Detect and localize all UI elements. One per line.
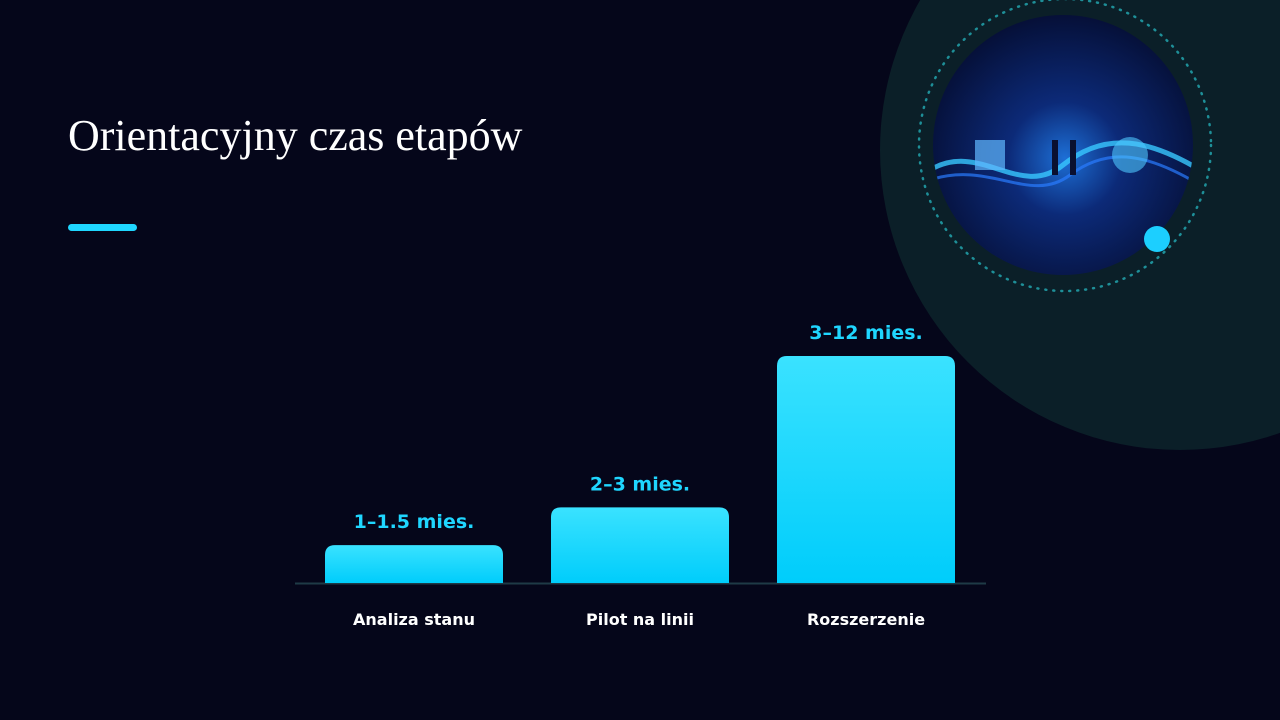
x-tick-label: Analiza stanu xyxy=(353,610,475,629)
chart-title: Orientacyjny czas etapów xyxy=(68,111,523,160)
x-tick-label: Pilot na linii xyxy=(586,610,694,629)
value-label: 1–1.5 mies. xyxy=(354,511,475,533)
bar xyxy=(325,545,503,583)
bar xyxy=(551,507,729,583)
x-tick-label: Rozszerzenie xyxy=(807,610,925,629)
dotted-ring xyxy=(917,0,1213,293)
title-underline xyxy=(68,224,137,231)
value-label: 3–12 mies. xyxy=(809,322,923,344)
bar xyxy=(777,356,955,583)
value-label: 2–3 mies. xyxy=(590,473,690,495)
accent-dot xyxy=(1144,226,1170,252)
